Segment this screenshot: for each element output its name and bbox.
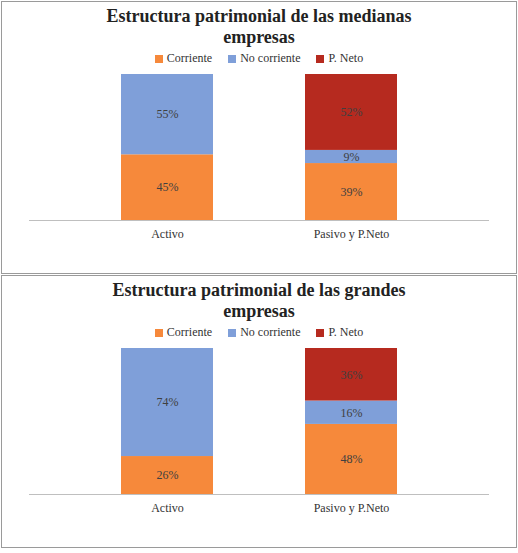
svg-text:Pasivo y P.Neto: Pasivo y P.Neto (314, 227, 390, 241)
html-text:Estructura patrimonial de las: Estructura patrimonial de las grandes em… (112, 280, 406, 321)
html-text:No corriente: No corriente (240, 51, 301, 65)
svg-text:45%: 45% (157, 180, 179, 194)
html-text:P. Neto: P. Neto (328, 51, 364, 65)
svg-text:55%: 55% (157, 107, 179, 121)
svg-text:Pasivo y P.Neto: Pasivo y P.Neto (314, 501, 390, 515)
svg-text:16%: 16% (341, 406, 363, 420)
svg-text:Activo: Activo (151, 501, 184, 515)
html-text:No corriente: No corriente (240, 325, 301, 339)
svg-text:74%: 74% (157, 395, 179, 409)
html-text:Corriente: Corriente (166, 325, 213, 339)
svg-text:48%: 48% (341, 452, 363, 466)
svg-text:52%: 52% (341, 105, 363, 119)
svg-text:36%: 36% (341, 368, 363, 382)
svg-text:9%: 9% (344, 150, 360, 164)
html-text:P. Neto: P. Neto (328, 325, 364, 339)
html-text:Estructura patrimonial de las: Estructura patrimonial de las medianas e… (106, 6, 412, 47)
svg-text:26%: 26% (157, 468, 179, 482)
html-text:Corriente: Corriente (166, 51, 213, 65)
svg-text:39%: 39% (341, 185, 363, 199)
svg-text:Activo: Activo (151, 227, 184, 241)
